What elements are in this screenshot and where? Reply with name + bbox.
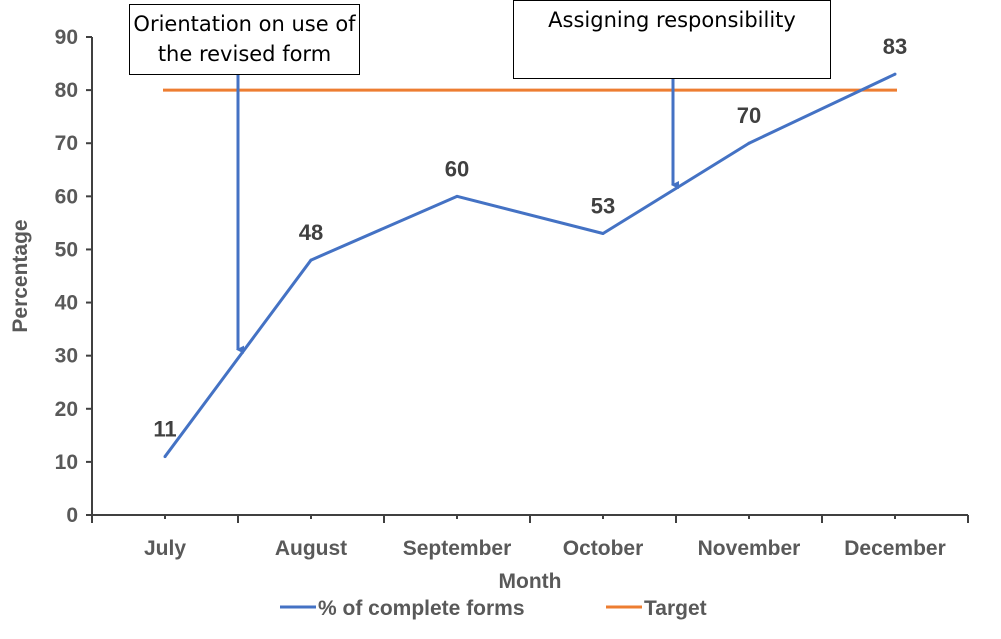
y-tick-label: 10 xyxy=(55,451,78,474)
x-tick-label: November xyxy=(698,537,801,560)
y-tick-label: 60 xyxy=(55,185,78,208)
y-tick-label: 20 xyxy=(55,398,78,421)
data-label: 11 xyxy=(153,417,176,442)
data-label: 83 xyxy=(883,34,907,59)
x-tick-label: July xyxy=(144,537,186,560)
y-tick-label: 90 xyxy=(55,26,78,49)
y-tick-label: 30 xyxy=(55,345,78,368)
annotation-assigning: Assigning responsibility xyxy=(513,0,831,79)
data-label: 70 xyxy=(737,103,761,128)
y-axis-title: Percentage xyxy=(9,219,32,332)
legend-label-target: Target xyxy=(644,597,707,620)
x-tick-label: August xyxy=(275,537,347,560)
complete-forms-point xyxy=(747,141,751,145)
x-tick-label: October xyxy=(563,537,644,560)
annotation-assigning-line1: Assigning responsibility xyxy=(548,8,796,32)
legend-label-complete-forms: % of complete forms xyxy=(318,597,525,620)
y-tick-label: 70 xyxy=(55,132,78,155)
complete-forms-point xyxy=(455,194,459,198)
complete-forms-point xyxy=(893,72,897,76)
x-tick-label: December xyxy=(844,537,946,560)
annotation-orientation-line1: Orientation on use of xyxy=(133,12,356,36)
complete-forms-point xyxy=(163,455,167,459)
y-tick-label: 50 xyxy=(55,238,78,261)
y-tick-label: 0 xyxy=(66,504,78,527)
complete-forms-point xyxy=(309,258,313,262)
x-axis-title: Month xyxy=(499,570,562,593)
y-tick-label: 40 xyxy=(55,292,78,315)
complete-forms-series-line xyxy=(163,72,896,458)
data-label: 53 xyxy=(591,194,615,219)
annotation-orientation: Orientation on use of the revised form xyxy=(129,4,360,75)
data-label: 60 xyxy=(445,156,469,181)
y-tick-label: 80 xyxy=(55,79,78,102)
annotation-orientation-line2: the revised form xyxy=(157,42,332,66)
x-tick-label: September xyxy=(403,537,512,560)
complete-forms-point xyxy=(601,232,605,236)
data-label: 48 xyxy=(299,220,323,245)
